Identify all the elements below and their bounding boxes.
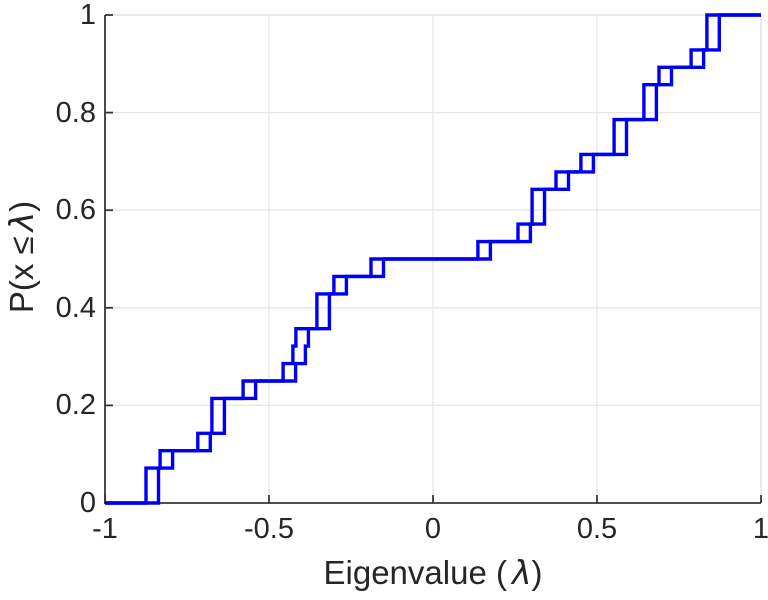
y-axis-label: P(x ≤ λ) [2, 200, 41, 314]
y-tick-label-1: 1 [79, 0, 96, 31]
y-tick-label-0.6: 0.6 [55, 194, 96, 227]
y-tick-label-0: 0 [79, 487, 96, 519]
ecdf-curve-ecdf-primary [105, 13, 761, 505]
x-tick-label--0.5: -0.5 [244, 513, 294, 545]
lambda-symbol: λ [511, 553, 532, 592]
y-tick-label-0.2: 0.2 [55, 389, 96, 422]
lambda-symbol: λ [2, 211, 41, 232]
x-tick-label-0.5: 0.5 [576, 513, 618, 545]
ecdf-curve-ecdf-offset [105, 13, 761, 505]
x-axis-label-text: Eigenvalue ( [323, 554, 507, 591]
y-axis-label-text: P(x ≤ [3, 236, 40, 314]
x-tick-label-1: 1 [752, 513, 768, 545]
y-tick-label-0.4: 0.4 [55, 291, 96, 324]
x-axis-label: Eigenvalue (λ) [105, 555, 761, 591]
y-axis-label-close: ) [3, 200, 40, 212]
x-tick-label-0: 0 [424, 513, 442, 545]
y-tick-label-0.8: 0.8 [55, 96, 96, 129]
x-axis-label-close: ) [531, 554, 543, 591]
x-tick-label--1: -1 [92, 513, 118, 545]
